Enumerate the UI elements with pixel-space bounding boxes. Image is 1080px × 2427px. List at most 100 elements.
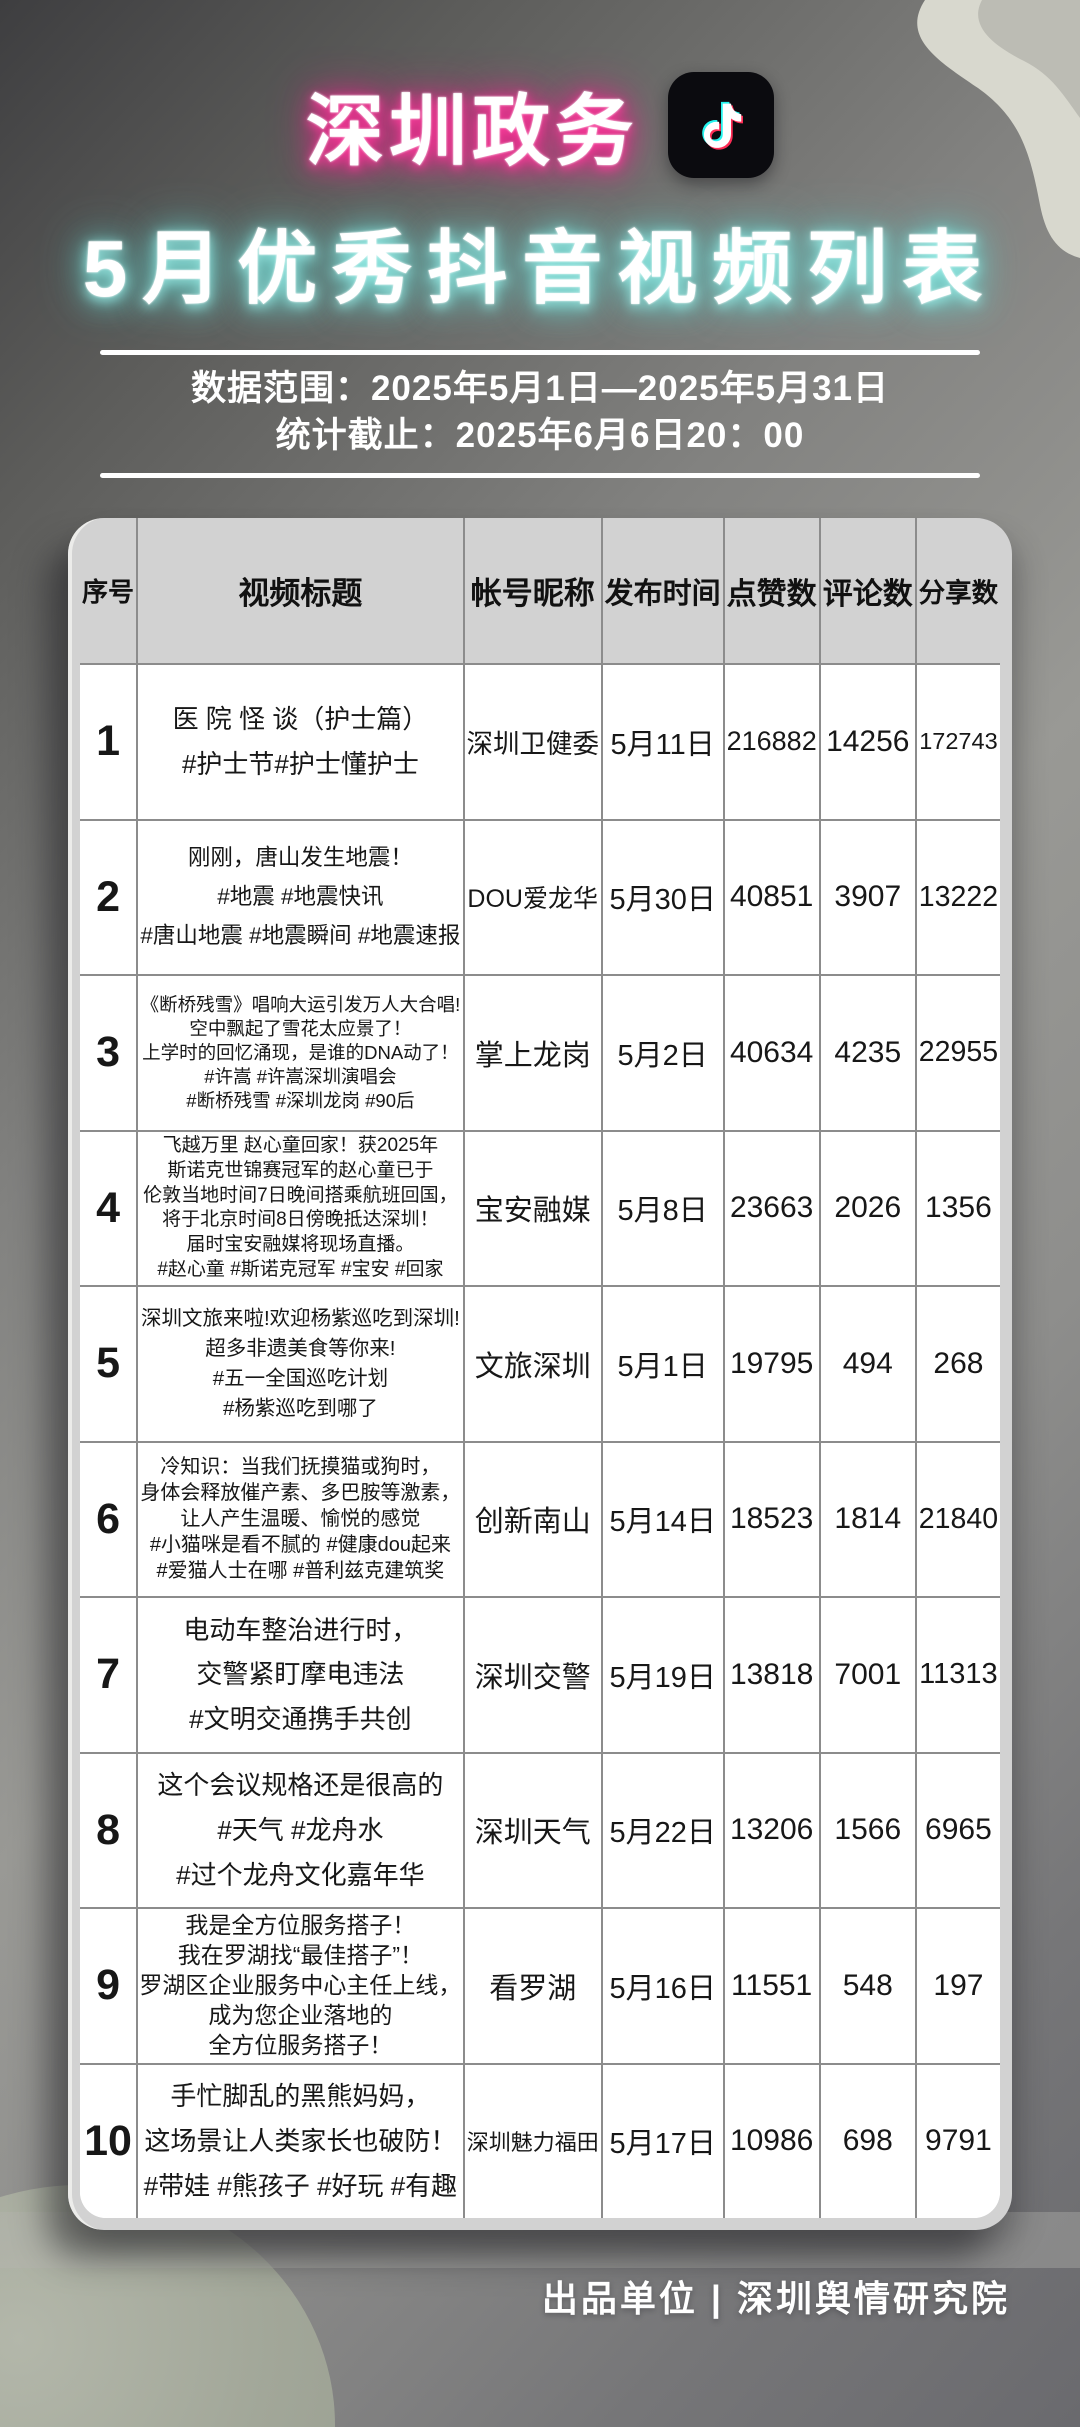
video-title-cell: 我是全方位服务搭子！ 我在罗湖找“最佳搭子”！ 罗湖区企业服务中心主任上线， 成为您企… bbox=[136, 1909, 463, 2063]
row-index: 5 bbox=[96, 1339, 121, 1388]
likes-count-cell: 10986 bbox=[722, 2064, 819, 2218]
publish-date-cell: 5月2日 bbox=[600, 976, 723, 1130]
table-row: 10 手忙脚乱的黑熊妈妈， 这场景让人类家长也破防！ #带娃 #熊孩子 #好玩 #有… bbox=[80, 2062, 1000, 2218]
douyin-note-icon bbox=[702, 101, 743, 150]
table-row: 6 冷知识：当我们抚摸猫或狗时， 身体会释放催产素、多巴胺等激素， 让人产生温暖、愉… bbox=[80, 1440, 1000, 1596]
table-row: 8 这个会议规格还是很高的 #天气 #龙舟水 #过个龙舟文化嘉年华 深圳天气 5月2… bbox=[80, 1751, 1000, 1907]
divider-bottom bbox=[100, 473, 980, 478]
account-name-cell: 深圳天气 bbox=[462, 1753, 601, 1907]
title-row: 深圳政务 bbox=[0, 58, 1080, 192]
row-index: 1 bbox=[96, 717, 121, 766]
publish-date-cell: 5月17日 bbox=[600, 2064, 723, 2218]
video-title-cell: 飞越万里 赵心童回家！获2025年 斯诺克世锦赛冠军的赵心童已于 伦敦当地时间7日晚… bbox=[136, 1131, 463, 1285]
stats-cutoff-text: 统计截止：2025年6月6日20：00 bbox=[275, 416, 805, 455]
shares-count-cell: 11313 bbox=[914, 1598, 1000, 1752]
publish-date-cell: 5月22日 bbox=[600, 1753, 723, 1907]
likes-count-cell: 40851 bbox=[722, 820, 819, 974]
publish-date-cell: 5月19日 bbox=[600, 1598, 723, 1752]
column-header-publish-date: 发布时间 bbox=[600, 518, 723, 663]
account-name-cell: 深圳魅力福田 bbox=[462, 2064, 601, 2218]
column-header-title: 视频标题 bbox=[136, 518, 463, 663]
column-header-shares: 分享数 bbox=[914, 518, 1000, 663]
video-title-cell: 医 院 怪 谈（护士篇） #护士节#护士懂护士 bbox=[136, 665, 463, 819]
likes-count-cell: 11551 bbox=[722, 1909, 819, 2063]
comments-count-cell: 4235 bbox=[818, 976, 915, 1130]
row-index: 3 bbox=[96, 1028, 121, 1077]
comments-count-cell: 2026 bbox=[818, 1131, 915, 1285]
row-index: 4 bbox=[96, 1183, 121, 1232]
table-row: 4 飞越万里 赵心童回家！获2025年 斯诺克世锦赛冠军的赵心童已于 伦敦当地时间7… bbox=[80, 1129, 1000, 1285]
row-index: 6 bbox=[96, 1494, 121, 1543]
account-name-cell: DOU爱龙华 bbox=[462, 820, 601, 974]
likes-count-cell: 23663 bbox=[722, 1131, 819, 1285]
likes-count-cell: 13818 bbox=[722, 1598, 819, 1752]
account-name-cell: 深圳交警 bbox=[462, 1598, 601, 1752]
publish-date-cell: 5月14日 bbox=[600, 1442, 723, 1596]
likes-count-cell: 19795 bbox=[722, 1287, 819, 1441]
page-title: 深圳政务 bbox=[305, 87, 638, 175]
publish-date-cell: 5月8日 bbox=[600, 1131, 723, 1285]
comments-count-cell: 698 bbox=[818, 2064, 915, 2218]
row-index: 9 bbox=[96, 1961, 121, 2010]
likes-count-cell: 18523 bbox=[722, 1442, 819, 1596]
divider-top bbox=[100, 350, 980, 355]
video-title-cell: 手忙脚乱的黑熊妈妈， 这场景让人类家长也破防！ #带娃 #熊孩子 #好玩 #有趣 bbox=[136, 2064, 463, 2218]
account-name-cell: 掌上龙岗 bbox=[462, 976, 601, 1130]
comments-count-cell: 3907 bbox=[818, 820, 915, 974]
likes-count-cell: 13206 bbox=[722, 1753, 819, 1907]
column-header-likes: 点赞数 bbox=[722, 518, 819, 663]
shares-count-cell: 197 bbox=[914, 1909, 1000, 2063]
comments-count-cell: 494 bbox=[818, 1287, 915, 1441]
publish-date-cell: 5月16日 bbox=[600, 1909, 723, 2063]
table-row: 2 刚刚，唐山发生地震！ #地震 #地震快讯 #唐山地震 #地震瞬间 #地震速报 D… bbox=[80, 818, 1000, 974]
shares-count-cell: 21840 bbox=[914, 1442, 1000, 1596]
shares-count-cell: 1356 bbox=[914, 1131, 1000, 1285]
page-subtitle: 5月优秀抖音视频列表 bbox=[82, 224, 998, 313]
column-header-index: 序号 bbox=[82, 577, 135, 607]
row-index: 8 bbox=[96, 1805, 121, 1854]
date-range-text: 数据范围：2025年5月1日—2025年5月31日 bbox=[190, 369, 890, 408]
publish-date-cell: 5月11日 bbox=[600, 665, 723, 819]
shares-count-cell: 172743 bbox=[914, 665, 1000, 819]
row-index: 2 bbox=[96, 872, 121, 921]
shares-count-cell: 268 bbox=[914, 1287, 1000, 1441]
comments-count-cell: 548 bbox=[818, 1909, 915, 2063]
table-body: 1 医 院 怪 谈（护士篇） #护士节#护士懂护士 深圳卫健委 5月11日 216… bbox=[80, 663, 1000, 2218]
likes-count-cell: 40634 bbox=[722, 976, 819, 1130]
comments-count-cell: 1814 bbox=[818, 1442, 915, 1596]
table-row: 3 《断桥残雪》唱响大运引发万人大合唱! 空中飘起了雪花太应景了！ 上学时的回忆涌现… bbox=[80, 974, 1000, 1130]
publish-date-cell: 5月1日 bbox=[600, 1287, 723, 1441]
account-name-cell: 宝安融媒 bbox=[462, 1131, 601, 1285]
video-title-cell: 刚刚，唐山发生地震！ #地震 #地震快讯 #唐山地震 #地震瞬间 #地震速报 bbox=[136, 820, 463, 974]
video-table-card: 序号 视频标题 帐号昵称 发布时间 点赞数 评论数 分享数 1 医 院 怪 谈（… bbox=[68, 518, 1012, 2230]
likes-count-cell: 216882 bbox=[722, 665, 819, 819]
comments-count-cell: 7001 bbox=[818, 1598, 915, 1752]
column-header-account: 帐号昵称 bbox=[462, 518, 601, 663]
video-title-cell: 冷知识：当我们抚摸猫或狗时， 身体会释放催产素、多巴胺等激素， 让人产生温暖、愉悦的… bbox=[136, 1442, 463, 1596]
comments-count-cell: 1566 bbox=[818, 1753, 915, 1907]
corner-wave-decoration bbox=[917, 0, 1080, 258]
table-header-row: 序号 视频标题 帐号昵称 发布时间 点赞数 评论数 分享数 bbox=[80, 518, 1000, 663]
credit-text: 出品单位 | 深圳舆情研究院 bbox=[541, 2278, 1010, 2319]
table-row: 1 医 院 怪 谈（护士篇） #护士节#护士懂护士 深圳卫健委 5月11日 216… bbox=[80, 663, 1000, 819]
account-name-cell: 深圳卫健委 bbox=[462, 665, 601, 819]
table-row: 5 深圳文旅来啦!欢迎杨紫巡吃到深圳! 超多非遗美食等你来! #五一全国巡吃计划 #杨… bbox=[80, 1285, 1000, 1441]
douyin-logo bbox=[668, 72, 774, 178]
video-title-cell: 《断桥残雪》唱响大运引发万人大合唱! 空中飘起了雪花太应景了！ 上学时的回忆涌现，是… bbox=[136, 976, 463, 1130]
header: 深圳政务 5月优秀抖音视频列表 数据范围：2025年5月1日—2025年5月31… bbox=[0, 0, 1080, 478]
account-name-cell: 看罗湖 bbox=[462, 1909, 601, 2063]
shares-count-cell: 6965 bbox=[914, 1753, 1000, 1907]
shares-count-cell: 9791 bbox=[914, 2064, 1000, 2218]
shares-count-cell: 22955 bbox=[914, 976, 1000, 1130]
table-row: 9 我是全方位服务搭子！ 我在罗湖找“最佳搭子”！ 罗湖区企业服务中心主任上线， 成为… bbox=[80, 1907, 1000, 2063]
video-title-cell: 电动车整治进行时， 交警紧盯摩电违法 #文明交通携手共创 bbox=[136, 1598, 463, 1752]
video-title-cell: 深圳文旅来啦!欢迎杨紫巡吃到深圳! 超多非遗美食等你来! #五一全国巡吃计划 #杨紫巡… bbox=[136, 1287, 463, 1441]
account-name-cell: 文旅深圳 bbox=[462, 1287, 601, 1441]
video-title-cell: 这个会议规格还是很高的 #天气 #龙舟水 #过个龙舟文化嘉年华 bbox=[136, 1753, 463, 1907]
shares-count-cell: 13222 bbox=[914, 820, 1000, 974]
row-index: 10 bbox=[84, 2116, 132, 2165]
account-name-cell: 创新南山 bbox=[462, 1442, 601, 1596]
comments-count-cell: 14256 bbox=[818, 665, 915, 819]
row-index: 7 bbox=[96, 1650, 121, 1699]
